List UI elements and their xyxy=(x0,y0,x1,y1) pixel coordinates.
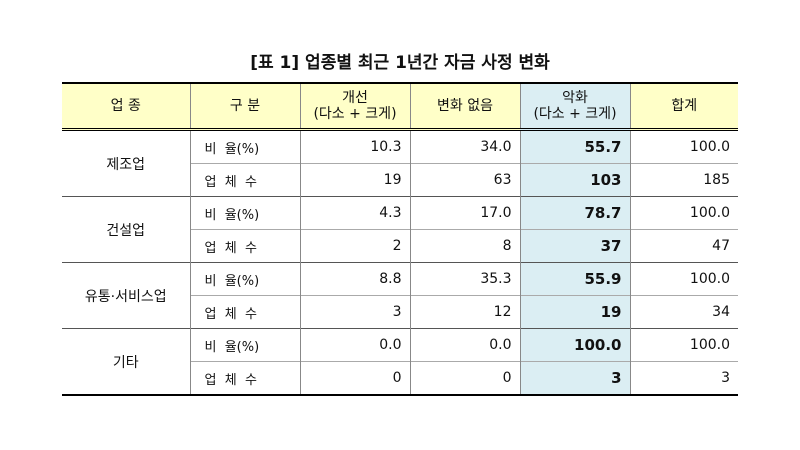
table-row: 업 체 수 19 63 103 185 xyxy=(62,163,738,197)
table-row: 건설업 비 율(%) 4.3 17.0 78.7 100.0 xyxy=(62,196,738,263)
header-text: 악화 xyxy=(562,90,588,106)
value-cell: 103 xyxy=(519,163,630,197)
value-cell: 55.9 xyxy=(519,262,630,296)
industry-name: 유통·서비스업 xyxy=(62,262,190,329)
value-cell: 34 xyxy=(629,295,738,329)
table-row: 업 체 수 3 12 19 34 xyxy=(62,295,738,329)
header-text: 합계 xyxy=(671,98,698,114)
value-cell: 185 xyxy=(629,163,738,197)
table-body: 제조업 비 율(%) 10.3 34.0 55.7 100.0 업 체 수 19 63 103 18… xyxy=(62,129,738,396)
industry-name: 기타 xyxy=(62,328,190,396)
row-label: 업 체 수 xyxy=(189,229,300,263)
header-text: 업 종 xyxy=(110,98,141,114)
value-cell: 19 xyxy=(519,295,630,329)
value-cell: 8.8 xyxy=(299,262,410,296)
value-cell: 0 xyxy=(409,361,520,396)
value-cell: 78.7 xyxy=(519,196,630,230)
header-text: 변화 없음 xyxy=(437,98,493,114)
row-label: 업 체 수 xyxy=(189,295,300,329)
value-cell: 47 xyxy=(629,229,738,263)
header-cell: 구 분 xyxy=(189,82,300,131)
header-cell: 업 종 xyxy=(62,82,190,131)
table-row: 업 체 수 2 8 37 47 xyxy=(62,229,738,263)
value-cell: 3 xyxy=(519,361,630,396)
value-cell: 100.0 xyxy=(629,328,738,362)
row-label: 비 율(%) xyxy=(189,196,300,230)
row-label: 비 율(%) xyxy=(189,262,300,296)
header-text: 개선 xyxy=(342,90,368,106)
value-cell: 2 xyxy=(299,229,410,263)
industry-name: 건설업 xyxy=(62,196,190,263)
value-cell: 100.0 xyxy=(519,328,630,362)
table-row: 기타 비 율(%) 0.0 0.0 100.0 100.0 xyxy=(62,328,738,396)
value-cell: 10.3 xyxy=(299,129,410,164)
value-cell: 3 xyxy=(299,295,410,329)
value-cell: 8 xyxy=(409,229,520,263)
header-cell: 개선 (다소 + 크게) xyxy=(299,82,410,131)
value-cell: 0 xyxy=(299,361,410,396)
row-label: 비 율(%) xyxy=(189,129,300,164)
value-cell: 100.0 xyxy=(629,196,738,230)
table-title: [표 1] 업종별 최근 1년간 자금 사정 변화 xyxy=(250,53,550,73)
row-label: 업 체 수 xyxy=(189,361,300,396)
value-cell: 37 xyxy=(519,229,630,263)
industry-name: 제조업 xyxy=(62,129,190,197)
header-text: 구 분 xyxy=(229,98,261,114)
value-cell: 17.0 xyxy=(409,196,520,230)
row-label: 비 율(%) xyxy=(189,328,300,362)
header-cell: 악화 (다소 + 크게) xyxy=(519,82,630,131)
value-cell: 35.3 xyxy=(409,262,520,296)
value-cell: 0.0 xyxy=(299,328,410,362)
table-row: 유통·서비스업 비 율(%) 8.8 35.3 55.9 100.0 xyxy=(62,262,738,329)
value-cell: 100.0 xyxy=(629,129,738,164)
header-text: (다소 + 크게) xyxy=(313,106,397,122)
value-cell: 12 xyxy=(409,295,520,329)
value-cell: 3 xyxy=(629,361,738,396)
value-cell: 100.0 xyxy=(629,262,738,296)
header-cell: 변화 없음 xyxy=(409,82,520,131)
header-text: (다소 + 크게) xyxy=(533,106,617,122)
table-row: 제조업 비 율(%) 10.3 34.0 55.7 100.0 xyxy=(62,129,738,197)
value-cell: 34.0 xyxy=(409,129,520,164)
value-cell: 4.3 xyxy=(299,196,410,230)
value-cell: 63 xyxy=(409,163,520,197)
value-cell: 0.0 xyxy=(409,328,520,362)
value-cell: 55.7 xyxy=(519,129,630,164)
value-cell: 19 xyxy=(299,163,410,197)
header-cell: 합계 xyxy=(629,82,738,131)
row-label: 업 체 수 xyxy=(189,163,300,197)
